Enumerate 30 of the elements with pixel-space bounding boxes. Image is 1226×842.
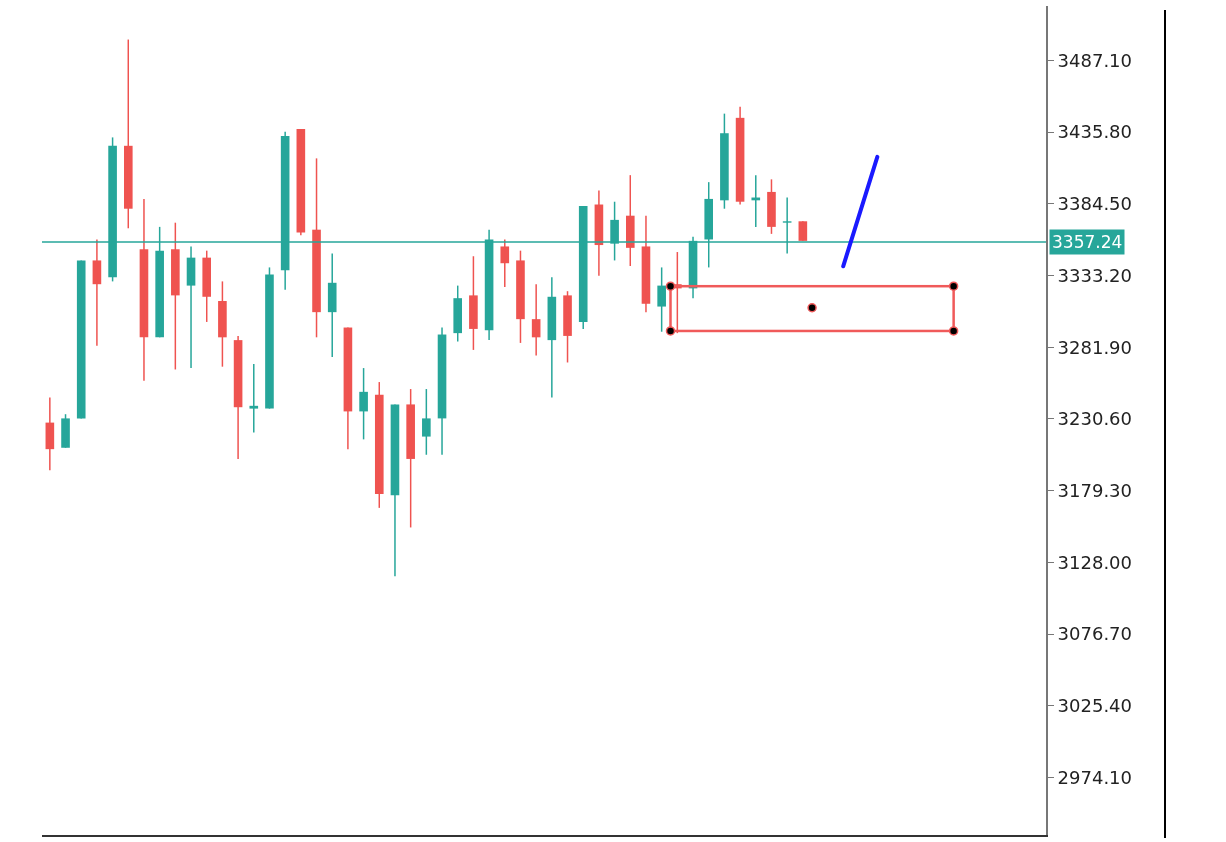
y-tick-label: 3281.90 [1057,336,1133,358]
candlestick [61,413,70,449]
y-tick-label: 3487.10 [1057,49,1133,71]
y-tick-label: 2974.10 [1057,766,1133,788]
y-tick-label: 3128.00 [1057,551,1133,573]
candlestick [406,388,415,529]
candlestick [422,388,431,456]
candlestick [453,284,463,343]
candlestick [767,178,776,235]
candlestick [516,249,525,344]
candlestick [563,290,572,364]
y-tick-label: 3076.70 [1057,623,1133,645]
candlestick [265,266,274,410]
y-tick-label: 3435.80 [1057,121,1133,143]
candlestick [657,266,666,333]
y-tick-label: 3179.30 [1057,479,1133,501]
candlestick [171,221,180,371]
y-tick-label: 3384.50 [1057,193,1133,215]
candlestick [123,38,133,230]
candlestick [359,367,368,441]
candlestick [218,280,227,368]
candlestick [312,157,321,339]
candlestick [469,255,478,351]
candlestick [202,249,212,323]
ref-line-label: 3357.24 [1052,232,1123,252]
candlestick [720,112,729,210]
candlestick [374,381,384,509]
y-tick-label: 3025.40 [1057,695,1133,717]
y-tick-label: 3230.60 [1057,408,1133,430]
y-tick-label: 3333.20 [1057,264,1133,286]
